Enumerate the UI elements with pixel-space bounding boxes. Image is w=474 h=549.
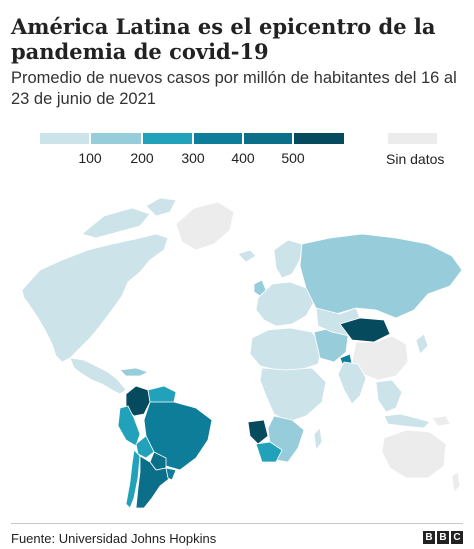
legend-tick-300: 300 (181, 150, 205, 166)
region-uruguay (165, 467, 177, 481)
region-madagascar (313, 427, 323, 452)
region-scandinavia (273, 239, 303, 279)
region-new-zealand (451, 471, 461, 493)
region-iceland (237, 249, 257, 263)
legend-swatch-no-data (388, 133, 437, 144)
region-brazil (143, 401, 213, 471)
legend-swatch-4 (244, 133, 292, 144)
region-arctic-islands (145, 197, 177, 217)
region-mongolia (339, 317, 391, 343)
legend-tick-100: 100 (78, 150, 102, 166)
legend-swatch-1 (91, 133, 141, 144)
legend-swatch-0 (40, 133, 89, 144)
region-central-africa (259, 367, 327, 423)
legend-no-data-label: Sin datos (386, 151, 445, 167)
region-indonesia (383, 413, 431, 429)
region-australia (381, 429, 447, 479)
bbc-logo-letter: C (451, 531, 463, 544)
region-north-america (21, 233, 169, 363)
region-caribbean (119, 367, 150, 377)
region-north-africa (249, 327, 323, 371)
bbc-logo-letter: B (437, 531, 449, 544)
legend-tick-200: 200 (130, 150, 154, 166)
world-map (21, 197, 463, 509)
legend-swatch-2 (143, 133, 192, 144)
bbc-logo: B B C (423, 531, 463, 544)
chart-subtitle: Promedio de nuevos casos por millón de h… (11, 69, 457, 108)
region-mexico-central-america (69, 357, 127, 395)
region-russia (299, 233, 463, 319)
bbc-logo-letter: B (423, 531, 435, 544)
region-southeast-asia (375, 379, 403, 413)
region-chile (125, 449, 141, 509)
legend-swatch-3 (194, 133, 242, 144)
region-japan (415, 333, 429, 355)
region-india (337, 361, 367, 405)
region-south-africa (255, 441, 283, 463)
footer-divider (11, 523, 463, 524)
legend-swatch-5 (294, 133, 344, 144)
region-venezuela-guianas (147, 385, 177, 405)
source-note: Fuente: Universidad Johns Hopkins (11, 531, 217, 546)
region-canada-arctic (81, 207, 151, 239)
region-namibia (247, 419, 269, 445)
region-argentina (135, 455, 171, 509)
legend-tick-500: 500 (281, 150, 305, 166)
region-ecuador-peru (117, 405, 141, 447)
legend-tick-400: 400 (231, 150, 255, 166)
chart-title: América Latina es el epicentro de la pan… (11, 14, 436, 64)
region-europe (255, 281, 315, 327)
region-greenland (175, 201, 235, 251)
region-bolivia (135, 435, 155, 459)
region-papua (431, 415, 451, 427)
